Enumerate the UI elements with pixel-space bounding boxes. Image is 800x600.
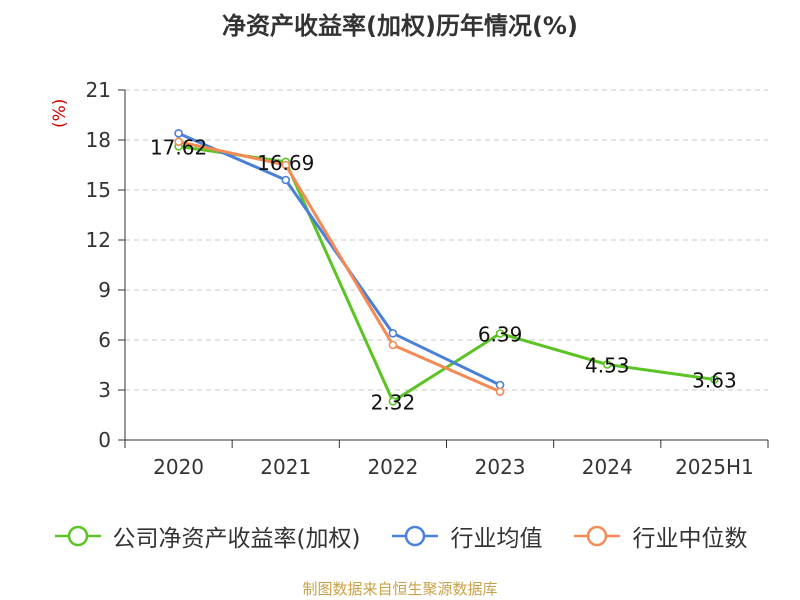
data-label: 6.39 bbox=[478, 323, 523, 347]
data-point-0 bbox=[710, 375, 719, 384]
y-tick-label: 0 bbox=[98, 428, 111, 452]
y-tick-label: 6 bbox=[98, 328, 111, 352]
data-point-1 bbox=[174, 129, 183, 138]
y-tick-label: 3 bbox=[98, 378, 111, 402]
series-line-2 bbox=[178, 140, 501, 394]
x-tick-label: 2024 bbox=[582, 455, 633, 479]
data-point-1 bbox=[281, 175, 291, 185]
series-line-0 bbox=[178, 144, 715, 403]
chart-legend: 公司净资产收益率(加权) 行业均值 行业中位数 bbox=[0, 518, 800, 554]
legend-item-0[interactable]: 公司净资产收益率(加权) bbox=[53, 519, 361, 553]
x-tick-label: 2021 bbox=[260, 455, 311, 479]
data-point-0 bbox=[495, 329, 505, 338]
legend-label: 行业中位数 bbox=[632, 526, 748, 552]
data-label: 16.69 bbox=[257, 151, 314, 175]
series-line-1 bbox=[177, 131, 501, 387]
data-point-2 bbox=[174, 137, 183, 146]
x-tick-label: 2020 bbox=[153, 455, 204, 479]
x-tick-label: 2022 bbox=[367, 455, 418, 479]
data-point-0 bbox=[388, 397, 398, 406]
legend-label: 公司净资产收益率(加权) bbox=[112, 526, 361, 552]
y-tick-label: 21 bbox=[86, 78, 111, 102]
y-tick-label: 15 bbox=[86, 178, 111, 202]
x-tick-label: 2025H1 bbox=[675, 455, 754, 479]
x-tick-label: 2023 bbox=[475, 455, 526, 479]
data-label: 2.32 bbox=[371, 390, 416, 414]
data-source-note: 制图数据来自恒生聚源数据库 bbox=[302, 580, 498, 598]
data-point-2 bbox=[495, 387, 505, 396]
data-label: 3.63 bbox=[692, 369, 737, 393]
data-label: 4.53 bbox=[585, 354, 630, 378]
y-tick-label: 12 bbox=[86, 228, 111, 252]
legend-label: 行业均值 bbox=[450, 526, 543, 552]
legend-item-2[interactable]: 行业中位数 bbox=[572, 519, 747, 553]
legend-marker-icon bbox=[392, 525, 439, 547]
chart-title: 净资产收益率(加权)历年情况(%) bbox=[222, 12, 578, 40]
data-point-1 bbox=[388, 329, 398, 338]
legend-marker-icon bbox=[54, 525, 101, 547]
y-tick-label: 18 bbox=[86, 128, 111, 152]
legend-marker-icon bbox=[574, 525, 621, 547]
data-point-0 bbox=[602, 360, 612, 369]
data-point-2 bbox=[388, 340, 398, 350]
y-tick-label: 9 bbox=[98, 278, 111, 302]
data-label: 17.62 bbox=[150, 135, 207, 159]
data-point-2 bbox=[281, 160, 291, 170]
legend-item-1[interactable]: 行业均值 bbox=[390, 519, 542, 553]
